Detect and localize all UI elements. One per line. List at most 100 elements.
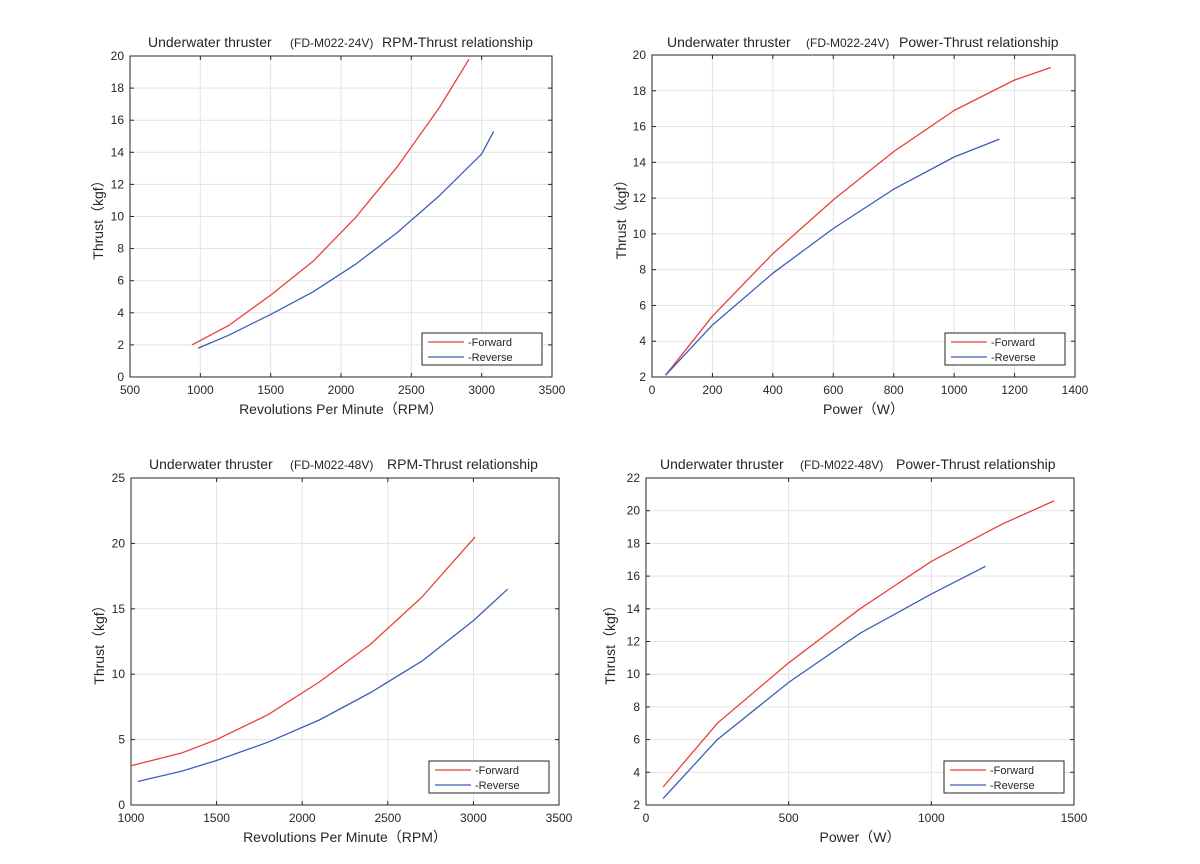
y-tick-label: 18 [111,81,125,95]
x-tick-label: 0 [643,811,650,825]
chart-panel-4: 0 500 1000 1500 2 4 6 8 10 12 14 16 18 20 22 Underwater… [602,456,1088,845]
legend: -Forward -Reverse [943,760,1065,794]
x-axis-label: Revolutions Per Minute（RPM） [243,829,447,845]
x-tick-label: 1000 [941,383,968,397]
plot-area [131,478,559,805]
y-tick-label: 14 [111,145,125,159]
chart-panel-1: 500 1000 1500 2000 2500 3000 3500 0 2 4 6 8 10 12 14 16… [90,34,566,417]
y-tick-label: 14 [627,602,641,616]
y-tick-label: 8 [639,263,646,277]
title-relationship: RPM-Thrust relationship [387,456,538,472]
title-relationship: Power-Thrust relationship [899,34,1059,50]
legend-box [428,760,550,794]
legend: -Forward -Reverse [428,760,550,794]
y-tick-label: 16 [633,120,647,134]
series-line-reverse [197,131,495,349]
x-tick-label: 1200 [1001,383,1028,397]
chart-panel-3: 1000 1500 2000 2500 3000 3500 0 5 10 15 20 25 Underw… [91,456,573,845]
x-tick-label: 600 [823,383,843,397]
x-tick-label: 1000 [118,811,145,825]
title-product: Underwater thruster [667,34,791,50]
series-line-reverse [137,588,509,783]
legend-label: -Forward [991,337,1035,349]
axes-frame [651,54,1076,378]
y-tick-label: 8 [633,700,640,714]
y-tick-label: 18 [627,536,641,550]
series-line-reverse [665,138,1000,376]
x-tick-label: 3000 [460,811,487,825]
x-tick-label: 2500 [374,811,401,825]
y-tick-label: 0 [117,370,124,384]
x-tick-label: 1000 [187,383,214,397]
y-axis-label: Thrust（kgf） [602,598,618,684]
y-tick-label: 20 [111,49,125,63]
x-tick-label: 3500 [539,383,566,397]
legend-box [421,332,543,366]
axes-frame [645,477,1075,806]
y-tick-label: 14 [633,155,647,169]
y-tick-label: 5 [118,733,125,747]
y-tick-label: 8 [117,242,124,256]
y-axis-label: Thrust（kgf） [90,173,106,259]
series-line-reverse [662,565,986,799]
series-line-forward [130,536,476,767]
x-axis-label: Revolutions Per Minute（RPM） [239,401,443,417]
y-tick-label: 12 [627,635,641,649]
legend-label: -Forward [475,765,519,777]
x-tick-label: 1500 [257,383,284,397]
y-tick-label: 10 [627,667,641,681]
x-tick-label: 500 [120,383,140,397]
y-tick-label: 4 [117,306,124,320]
legend-label: -Reverse [991,352,1036,364]
x-tick-label: 3500 [546,811,573,825]
y-tick-label: 0 [118,798,125,812]
x-tick-label: 500 [779,811,799,825]
x-tick-label: 800 [884,383,904,397]
y-tick-label: 6 [633,733,640,747]
y-tick-label: 4 [639,334,646,348]
axes-frame [129,55,553,378]
y-tick-label: 16 [627,569,641,583]
y-tick-label: 2 [639,370,646,384]
chart-panel-2: 0 200 400 600 800 1000 1200 1400 2 4 6 8 10 12 14 16 18 2… [613,34,1089,417]
legend: -Forward -Reverse [421,332,543,366]
y-tick-label: 12 [633,191,647,205]
title-model: (FD-M022-24V) [806,36,889,50]
y-tick-label: 20 [633,48,647,62]
y-tick-label: 6 [117,274,124,288]
title-product: Underwater thruster [148,34,272,50]
legend-label: -Reverse [475,780,520,792]
y-tick-label: 22 [627,471,641,485]
axes-frame [130,477,560,806]
title-model: (FD-M022-48V) [800,458,883,472]
x-tick-label: 2000 [328,383,355,397]
legend-label: -Forward [990,765,1034,777]
series-line-forward [665,66,1052,376]
x-tick-label: 200 [702,383,722,397]
x-tick-label: 2000 [289,811,316,825]
title-product: Underwater thruster [660,456,784,472]
legend-box [943,760,1065,794]
y-tick-label: 20 [627,504,641,518]
y-axis-label: Thrust（kgf） [91,598,107,684]
legend-box [944,332,1066,366]
y-tick-label: 12 [111,177,125,191]
y-tick-label: 20 [112,536,126,550]
y-tick-label: 16 [111,113,125,127]
y-tick-label: 6 [639,298,646,312]
y-axis-label: Thrust（kgf） [613,173,629,259]
title-relationship: Power-Thrust relationship [896,456,1056,472]
y-tick-label: 2 [633,798,640,812]
series-line-forward [191,58,470,346]
y-tick-label: 10 [111,210,125,224]
title-relationship: RPM-Thrust relationship [382,34,533,50]
y-tick-label: 10 [112,667,126,681]
legend-label: -Forward [468,337,512,349]
title-model: (FD-M022-48V) [290,458,373,472]
y-tick-label: 18 [633,84,647,98]
legend-label: -Reverse [468,352,513,364]
x-tick-label: 400 [763,383,783,397]
title-model: (FD-M022-24V) [290,36,373,50]
legend: -Forward -Reverse [944,332,1066,366]
